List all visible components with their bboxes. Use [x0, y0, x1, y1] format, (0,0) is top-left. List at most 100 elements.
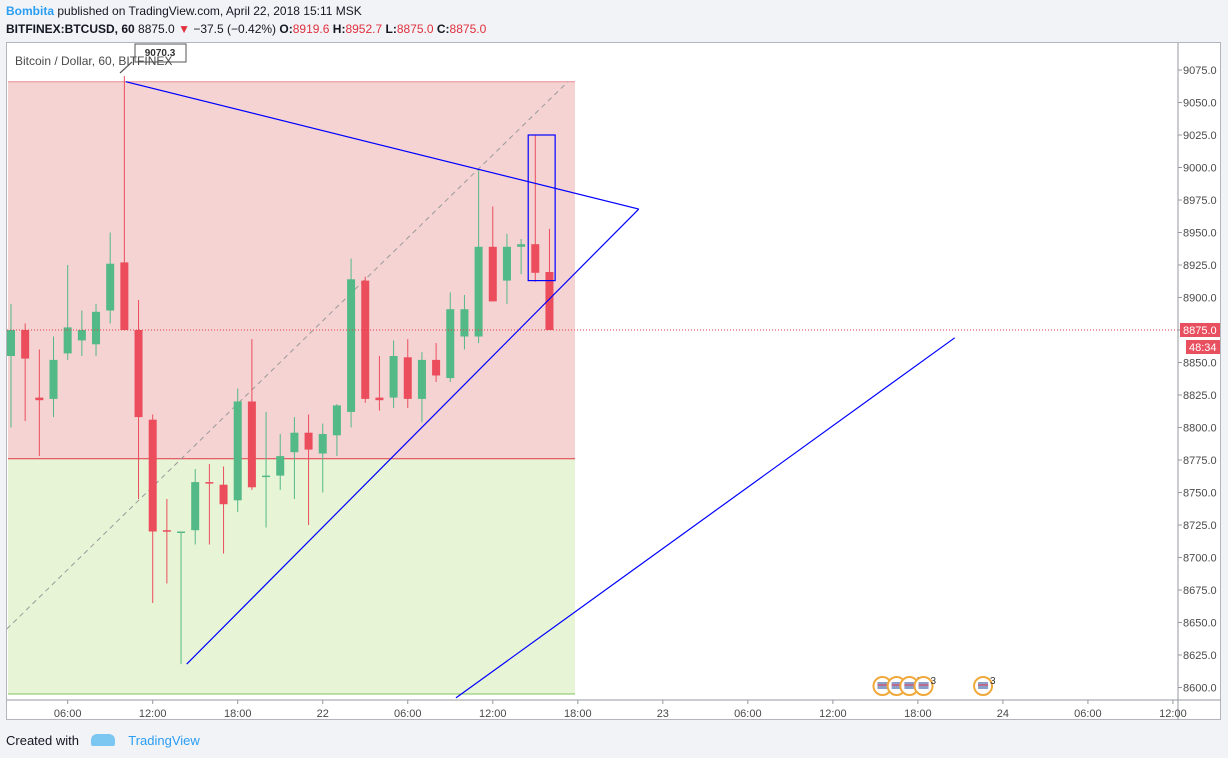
price-tick-label: 8775.0 [1183, 455, 1217, 467]
candle-body [177, 531, 186, 533]
last-price: 8875.0 [138, 22, 175, 36]
candle-body [304, 432, 313, 450]
countdown-label: 48:34 [1189, 342, 1217, 354]
candle-body [403, 357, 412, 399]
price-tick-label: 8900.0 [1183, 293, 1217, 305]
trend-line[interactable] [125, 81, 639, 210]
publish-info: Bombita published on TradingView.com, Ap… [6, 4, 362, 18]
candle-body [545, 272, 554, 330]
close-label: C: [436, 22, 450, 36]
time-tick-label: 06:00 [734, 708, 762, 720]
price-tick-label: 8950.0 [1183, 228, 1217, 240]
candle-body [474, 246, 483, 337]
high-label: H: [332, 22, 346, 36]
price-tick-label: 8750.0 [1183, 488, 1217, 500]
open-value: 8919.6 [292, 22, 330, 36]
highlight-box[interactable] [527, 134, 556, 282]
candle-body [120, 262, 129, 330]
event-count: 3 [931, 676, 937, 687]
close-value: 8875.0 [449, 22, 487, 36]
candle-body [205, 482, 214, 484]
high-callout-label: 9070.3 [145, 48, 176, 59]
price-change: −37.5 (−0.42%) [193, 22, 277, 36]
price-tick-label: 8725.0 [1183, 520, 1217, 532]
open-label: O: [279, 22, 293, 36]
candle-body [460, 309, 469, 337]
candle-body [517, 244, 526, 247]
low-label: L: [385, 22, 397, 36]
price-tick-label: 9075.0 [1183, 65, 1217, 77]
candle-body [233, 401, 242, 501]
price-tick-label: 8825.0 [1183, 390, 1217, 402]
author-link[interactable]: Bombita [6, 4, 54, 18]
series-legend: Bitcoin / Dollar, 60, BITFINEX [15, 54, 172, 68]
created-with-text: Created with [6, 733, 79, 748]
time-tick-label: 23 [657, 708, 669, 720]
high-callout-pointer [119, 61, 133, 74]
candle-body [531, 244, 540, 273]
candle-body [488, 246, 497, 302]
high-callout-box [134, 43, 187, 63]
candle-body [7, 330, 15, 356]
candle-body [21, 330, 30, 359]
trend-line[interactable] [186, 208, 640, 665]
price-tick-label: 8850.0 [1183, 358, 1217, 370]
candle-body [332, 405, 341, 436]
footer: Created with TradingView [6, 733, 200, 748]
countdown-badge [1186, 340, 1220, 354]
time-tick-label: 12:00 [139, 708, 167, 720]
event-count: 3 [990, 676, 996, 687]
diagonal-guide [7, 81, 569, 630]
price-tick-label: 9025.0 [1183, 130, 1217, 142]
candle-body [347, 279, 356, 412]
last-price-badge [1180, 323, 1220, 337]
candle-body [162, 530, 171, 532]
time-tick-label: 12:00 [1159, 708, 1187, 720]
down-arrow-icon: ▼ [178, 22, 190, 36]
candle-body [35, 397, 44, 401]
candle-body [318, 434, 327, 454]
low-value: 8875.0 [396, 22, 434, 36]
price-tick-label: 8925.0 [1183, 260, 1217, 272]
candle-body [219, 484, 228, 505]
candle-body [361, 280, 370, 399]
time-tick-label: 18:00 [904, 708, 932, 720]
candle-body [148, 419, 157, 532]
time-tick-label: 22 [317, 708, 329, 720]
time-tick-label: 06:00 [54, 708, 82, 720]
publish-text: published on TradingView.com, April 22, … [57, 4, 362, 18]
candle-body [77, 330, 86, 341]
candle-body [49, 359, 58, 399]
candle-body [276, 456, 285, 476]
price-tick-label: 8600.0 [1183, 683, 1217, 695]
symbol-label: BITFINEX:BTCUSD, 60 [6, 22, 135, 36]
time-tick-label: 12:00 [819, 708, 847, 720]
price-tick-label: 8700.0 [1183, 553, 1217, 565]
zone-profit [8, 458, 575, 694]
candle-body [375, 397, 384, 401]
price-tick-label: 8675.0 [1183, 585, 1217, 597]
candle-body [92, 311, 101, 345]
price-tick-label: 9050.0 [1183, 98, 1217, 110]
price-tick-label: 9000.0 [1183, 163, 1217, 175]
candle-body [106, 263, 115, 311]
price-tick-label: 8975.0 [1183, 195, 1217, 207]
candle-body [63, 327, 72, 354]
tradingview-link[interactable]: TradingView [128, 733, 200, 748]
candle-body [502, 246, 511, 281]
time-tick-label: 24 [997, 708, 1009, 720]
time-tick-label: 18:00 [224, 708, 252, 720]
candle-body [191, 482, 200, 531]
time-tick-label: 06:00 [394, 708, 422, 720]
high-value: 8952.7 [345, 22, 383, 36]
candle-body [389, 356, 398, 398]
price-tick-label: 8650.0 [1183, 618, 1217, 630]
candle-body [134, 330, 143, 418]
candle-body [262, 475, 271, 478]
price-tick-label: 8800.0 [1183, 423, 1217, 435]
tradingview-logo-icon [90, 733, 115, 746]
trend-line[interactable] [455, 337, 956, 699]
candle-body [247, 401, 256, 488]
candle-body [432, 359, 441, 376]
